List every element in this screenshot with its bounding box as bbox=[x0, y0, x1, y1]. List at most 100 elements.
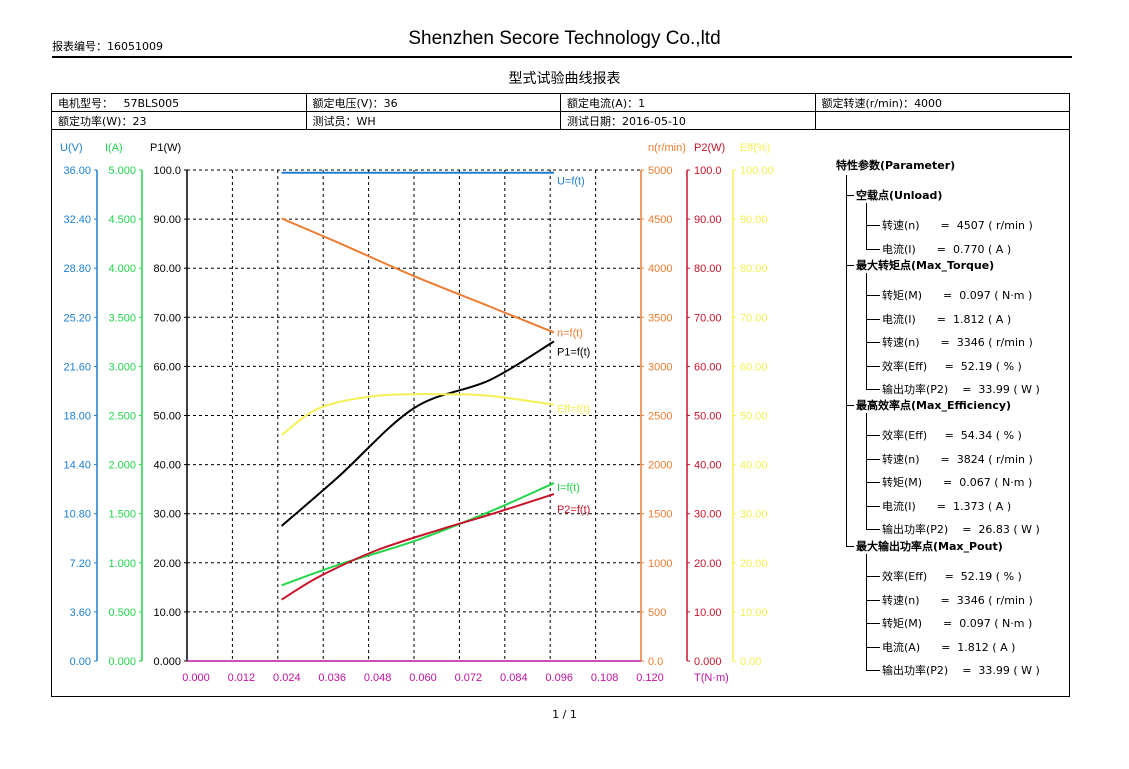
y-tick-label-n: 2500 bbox=[648, 411, 672, 423]
series-label-Eff: Eff=f(t) bbox=[557, 404, 590, 416]
y-tick-label-U: 25.20 bbox=[63, 312, 91, 324]
parameter-group-title: 空载点(Unload) bbox=[856, 189, 943, 202]
y-tick-label-P1: 80.00 bbox=[153, 263, 181, 275]
tree-connector bbox=[846, 175, 847, 546]
x-tick-label: 0.060 bbox=[409, 672, 437, 684]
y-tick-label-I: 4.000 bbox=[108, 263, 136, 275]
parameter-item: 转速(n) = 3824 ( r/min ) bbox=[882, 452, 1033, 466]
page-number: 1 / 1 bbox=[552, 708, 577, 721]
tree-connector bbox=[866, 646, 880, 648]
x-tick-label: 0.096 bbox=[545, 672, 573, 684]
parameter-item: 转速(n) = 3346 ( r/min ) bbox=[882, 593, 1033, 607]
x-tick-label: 0.024 bbox=[273, 672, 301, 684]
y-tick-label-I: 2.500 bbox=[108, 411, 136, 423]
info-cell: 额定功率(W)：23 bbox=[51, 111, 307, 130]
tree-connector bbox=[846, 195, 854, 196]
x-tick-label: 0.036 bbox=[318, 672, 346, 684]
y-tick-label-I: 0.500 bbox=[108, 607, 136, 619]
y-tick-label-P1: 10.00 bbox=[153, 607, 181, 619]
parameter-item: 电流(I) = 1.373 ( A ) bbox=[882, 499, 1012, 513]
y-tick-label-Eff: 0.00 bbox=[740, 656, 761, 668]
y-tick-label-U: 32.40 bbox=[63, 214, 91, 226]
y-tick-label-Eff: 60.00 bbox=[740, 361, 768, 373]
tree-connector bbox=[866, 670, 880, 671]
info-cell: 测试员：WH bbox=[305, 111, 561, 130]
y-tick-label-Eff: 20.00 bbox=[740, 558, 768, 570]
report-title: 型式试验曲线报表 bbox=[508, 71, 621, 87]
motor-info-table: 电机型号： 57BLS005 额定电压(V)：36 额定电流(A)：1 额定转速… bbox=[51, 93, 1070, 130]
y-tick-label-U: 14.40 bbox=[63, 460, 91, 472]
series-label-n: n=f(t) bbox=[557, 327, 583, 339]
y-axis-title-n: n(r/min) bbox=[648, 142, 686, 154]
y-tick-label-P2: 10.00 bbox=[694, 607, 722, 619]
y-tick-label-P2: 0.000 bbox=[694, 656, 722, 668]
tree-connector bbox=[866, 576, 880, 577]
tree-connector bbox=[866, 505, 880, 507]
parameter-item: 转矩(M) = 0.097 ( N·m ) bbox=[882, 289, 1033, 302]
y-tick-label-U: 0.00 bbox=[70, 656, 91, 668]
x-tick-label: 0.048 bbox=[364, 672, 392, 684]
tree-connector bbox=[866, 623, 880, 624]
parameter-item: 转矩(M) = 0.097 ( N·m ) bbox=[882, 617, 1033, 630]
series-line-n bbox=[281, 217, 555, 334]
y-tick-label-P1: 90.00 bbox=[153, 214, 181, 226]
report-number: 报表编号：16051009 bbox=[52, 38, 163, 54]
y-tick-label-I: 2.000 bbox=[108, 460, 136, 472]
y-tick-label-I: 5.000 bbox=[108, 165, 136, 177]
tree-connector bbox=[866, 482, 880, 483]
y-tick-label-P2: 20.00 bbox=[694, 558, 722, 570]
tree-connector bbox=[866, 365, 880, 367]
parameter-group-title: 最大输出功率点(Max_Pout) bbox=[856, 540, 1003, 553]
tree-connector bbox=[866, 248, 880, 250]
y-tick-label-P1: 50.00 bbox=[153, 411, 181, 423]
y-tick-label-n: 1500 bbox=[648, 509, 672, 521]
parameter-item: 转矩(M) = 0.067 ( N·m ) bbox=[882, 476, 1033, 489]
parameter-group-title: 最高效率点(Max_Efficiency) bbox=[856, 399, 1012, 412]
tree-connector bbox=[866, 225, 880, 226]
y-tick-label-P1: 20.00 bbox=[153, 558, 181, 570]
y-tick-label-P1: 40.00 bbox=[153, 460, 181, 472]
parameter-item: 输出功率(P2) = 33.99 ( W ) bbox=[882, 664, 1040, 677]
y-tick-label-n: 5000 bbox=[648, 165, 672, 177]
y-tick-label-P2: 80.00 bbox=[694, 263, 722, 275]
series-label-U: U=f(t) bbox=[557, 176, 585, 188]
series-line-P2 bbox=[281, 493, 555, 601]
info-cell: 测试日期：2016-05-10 bbox=[560, 111, 816, 130]
series-label-I: I=f(t) bbox=[557, 482, 580, 494]
y-tick-label-Eff: 100.00 bbox=[740, 165, 774, 177]
y-tick-label-P1: 30.00 bbox=[153, 509, 181, 521]
tree-connector bbox=[866, 435, 880, 436]
y-tick-label-U: 28.80 bbox=[63, 263, 91, 275]
parameter-item: 输出功率(P2) = 33.99 ( W ) bbox=[882, 383, 1040, 396]
x-tick-label: 0.072 bbox=[455, 672, 483, 684]
y-tick-label-I: 4.500 bbox=[108, 214, 136, 226]
y-tick-label-P1: 100.0 bbox=[153, 165, 181, 177]
parameter-item: 电流(I) = 0.770 ( A ) bbox=[882, 242, 1012, 256]
info-row: 电机型号： 57BLS005 额定电压(V)：36 额定电流(A)：1 额定转速… bbox=[51, 93, 1070, 112]
tree-connector bbox=[866, 273, 867, 389]
y-tick-label-P2: 50.00 bbox=[694, 411, 722, 423]
tree-connector bbox=[866, 295, 880, 296]
y-tick-label-Eff: 80.00 bbox=[740, 263, 768, 275]
y-tick-label-U: 18.00 bbox=[63, 411, 91, 423]
y-tick-label-Eff: 30.00 bbox=[740, 509, 768, 521]
info-cell: 电机型号： 57BLS005 bbox=[51, 93, 307, 112]
x-tick-label: 0.084 bbox=[500, 672, 528, 684]
parameter-item: 转速(n) = 4507 ( r/min ) bbox=[882, 219, 1033, 232]
y-tick-label-P2: 70.00 bbox=[694, 312, 722, 324]
company-name: Shenzhen Secore Technology Co.,ltd bbox=[408, 28, 721, 49]
tree-connector bbox=[866, 599, 880, 601]
x-tick-label: 0.108 bbox=[591, 672, 619, 684]
tree-connector bbox=[846, 546, 854, 547]
y-tick-label-I: 3.500 bbox=[108, 312, 136, 324]
tree-connector bbox=[866, 458, 880, 460]
x-tick-label: 0.012 bbox=[228, 672, 256, 684]
y-tick-label-Eff: 50.00 bbox=[740, 411, 768, 423]
series-label-P2: P2=f(t) bbox=[557, 504, 590, 516]
report-number-label: 报表编号： bbox=[52, 40, 107, 53]
tree-connector bbox=[846, 405, 854, 406]
tree-connector bbox=[866, 318, 880, 320]
y-tick-label-Eff: 40.00 bbox=[740, 460, 768, 472]
y-tick-label-n: 500 bbox=[648, 607, 666, 619]
